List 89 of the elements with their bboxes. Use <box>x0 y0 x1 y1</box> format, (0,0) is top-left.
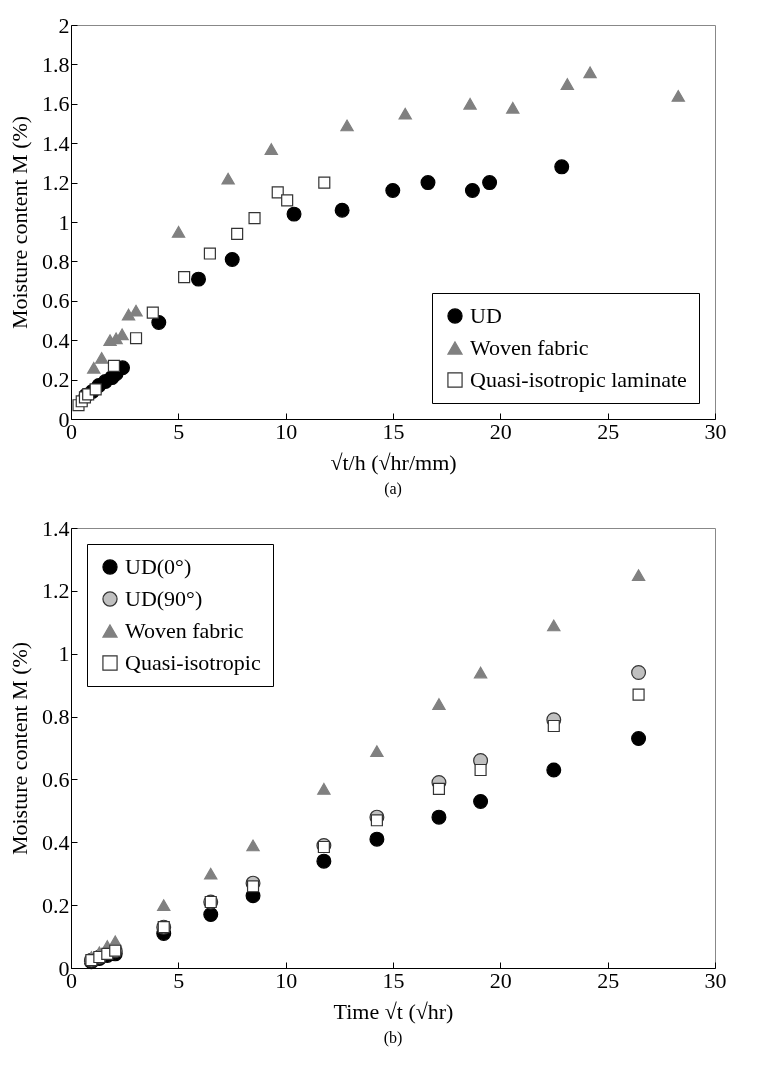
x-tick-label: 20 <box>489 967 512 993</box>
point <box>191 271 206 287</box>
point <box>316 853 332 869</box>
legend-label: Woven fabric <box>470 335 589 360</box>
y-tick-label: 0.4 <box>42 829 70 855</box>
y-tick-label: 1.8 <box>42 51 70 77</box>
point <box>246 839 260 852</box>
point <box>482 175 498 191</box>
point <box>369 831 385 847</box>
point <box>224 251 240 267</box>
point <box>340 119 354 132</box>
point <box>431 809 447 825</box>
text: (a) <box>384 480 402 498</box>
x-tick-label: 25 <box>597 418 620 444</box>
x-tick-label: 5 <box>173 418 185 444</box>
y-tick-label: 0.8 <box>42 248 70 274</box>
point <box>547 619 561 632</box>
x-tick-label: 30 <box>704 967 727 993</box>
point <box>432 698 446 710</box>
x-tick-label: 15 <box>382 418 405 444</box>
point <box>631 731 647 747</box>
y-tick-label: 1 <box>58 641 70 667</box>
y-axis-title: Moisture content M (%) <box>7 115 32 330</box>
legend-label: Woven fabric <box>125 618 244 643</box>
y-tick-label: 1.6 <box>42 91 70 117</box>
y-tick-label: 1.2 <box>42 170 70 196</box>
point <box>506 101 520 114</box>
point <box>473 666 488 679</box>
y-tick-label: 1.4 <box>42 515 70 541</box>
y-tick-label: 0.4 <box>42 327 70 353</box>
x-tick-label: 15 <box>382 967 405 993</box>
point <box>370 745 384 758</box>
point <box>554 159 570 175</box>
point <box>146 306 159 319</box>
y-tick-label: 0.6 <box>42 288 70 314</box>
y-axis-title: Moisture content M (%) <box>7 641 32 856</box>
point <box>631 665 647 681</box>
point <box>264 143 279 156</box>
point <box>583 66 597 79</box>
x-axis-title: Time √t (√hr) <box>333 998 454 1024</box>
point <box>171 225 186 238</box>
legend-label: Quasi-isotropic laminate <box>470 367 687 392</box>
point <box>286 206 302 222</box>
point <box>334 202 350 218</box>
legend-label: Quasi-isotropic <box>125 650 261 675</box>
point <box>464 183 480 198</box>
point <box>246 880 260 893</box>
point <box>157 899 171 912</box>
point <box>204 867 218 880</box>
point <box>107 359 121 372</box>
x-tick-label: 10 <box>275 967 298 993</box>
point <box>560 78 575 90</box>
legend-label: UD <box>470 303 502 328</box>
y-tick-label: 0.2 <box>42 367 70 393</box>
point <box>370 814 383 827</box>
y-tick-label: 2 <box>58 12 70 38</box>
point <box>221 172 235 185</box>
y-tick-label: 0.6 <box>42 766 70 792</box>
point <box>87 361 101 374</box>
x-tick-label: 10 <box>275 418 298 444</box>
point <box>463 97 477 110</box>
point <box>385 183 401 198</box>
y-tick-label: 0.8 <box>42 704 70 730</box>
y-tick-label: 1.4 <box>42 130 70 156</box>
point <box>129 332 143 345</box>
point <box>129 304 143 317</box>
point <box>432 782 446 795</box>
text: (b) <box>383 1029 403 1047</box>
point <box>89 383 102 396</box>
x-axis-title: √t/h (√hr/mm) <box>330 449 457 475</box>
point <box>94 352 109 364</box>
x-tick-label: 20 <box>489 418 512 444</box>
y-tick-label: 0.2 <box>42 892 70 918</box>
point <box>631 569 646 582</box>
point <box>398 107 412 120</box>
y-tick-label: 1.2 <box>42 578 70 604</box>
legend-label: UD(0°) <box>125 554 192 579</box>
legend-label: UD(90°) <box>125 586 203 611</box>
x-tick-label: 25 <box>597 967 620 993</box>
point <box>420 175 436 191</box>
point <box>473 793 489 809</box>
point <box>671 90 686 102</box>
point <box>317 782 331 795</box>
x-tick-label: 5 <box>173 967 185 993</box>
point <box>546 762 562 778</box>
y-tick-label: 1 <box>58 209 70 235</box>
x-tick-label: 30 <box>704 418 727 444</box>
point <box>203 907 219 923</box>
point <box>547 719 560 733</box>
